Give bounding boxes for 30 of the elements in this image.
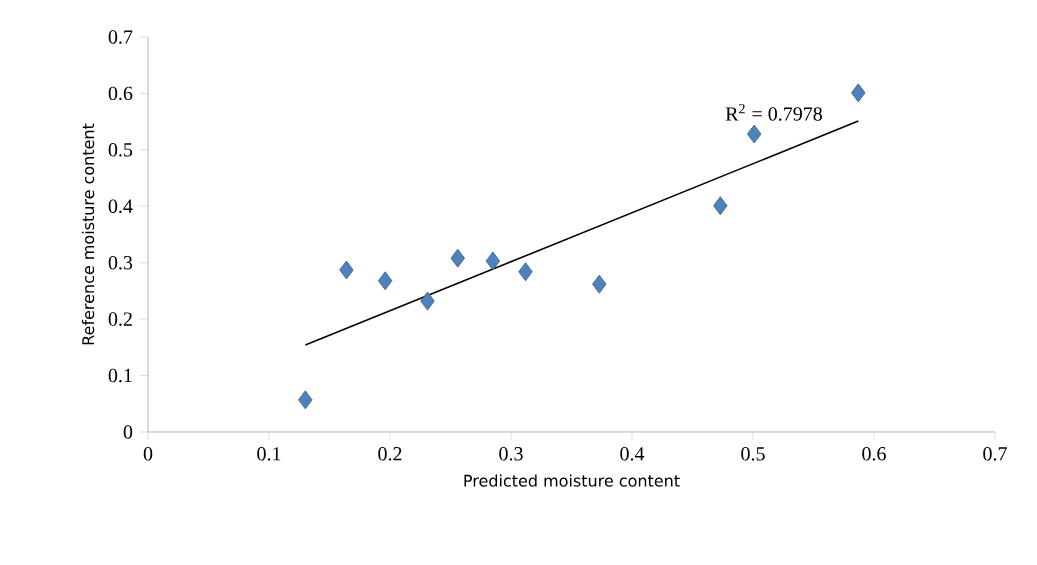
y-tick-label: 0.6 [108,86,133,101]
point [747,124,762,144]
y-tick-label: 0.1 [108,368,132,383]
y-tick-label: 0.5 [108,143,133,157]
x-axis-title: Predicted moisture content [464,474,680,487]
x-tick-label: 0.2 [378,447,402,461]
y-tick-label: 0.2 [108,312,132,326]
y-tick-label: 0.3 [108,255,133,270]
point [518,262,533,282]
point [592,274,607,294]
x-tick-label: 0.3 [499,447,523,461]
point [485,251,500,271]
y-tick-label: 0.4 [108,199,133,214]
point [450,248,465,268]
point [713,196,728,216]
y-tick-label: 0.7 [108,30,133,44]
point [339,260,354,280]
y-tick-label: 0 [123,425,133,439]
x-tick-label: 0.6 [862,447,886,461]
y-axis-title: Reference moisture content [81,123,95,345]
x-tick-label: 0.7 [983,447,1007,461]
x-tick-label: 0.4 [620,447,645,461]
x-tick-label: 0.1 [257,447,281,461]
point [420,291,435,311]
point [851,83,866,103]
point [378,271,393,291]
annotation: R$^{2}$ = 0.7978 [725,103,822,121]
x-tick-label: 0 [143,447,153,461]
point [298,390,313,410]
x-tick-label: 0.5 [741,447,765,461]
